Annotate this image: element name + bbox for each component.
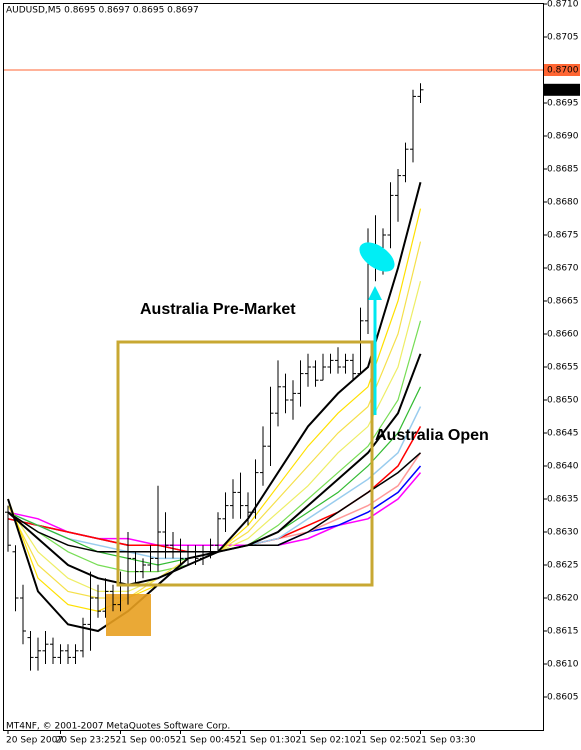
x-tick-label: 21 Sep 02:10 xyxy=(296,736,356,746)
y-tick-label: 0.8620 xyxy=(547,594,579,604)
price-label: 0.8697 xyxy=(547,85,579,95)
level-label-box xyxy=(544,64,580,76)
pre-market-box xyxy=(116,340,374,587)
x-tick-label: 20 Sep 2007 xyxy=(6,736,63,746)
y-tick-label: 0.8670 xyxy=(547,264,579,274)
y-tick-label: 0.8660 xyxy=(547,330,579,340)
y-tick-label: 0.8605 xyxy=(547,693,579,703)
y-tick-label: 0.8635 xyxy=(547,495,579,505)
x-tick-label: 21 Sep 01:30 xyxy=(236,736,296,746)
x-tick-label: 21 Sep 00:05 xyxy=(116,736,176,746)
y-tick-label: 0.8630 xyxy=(547,528,579,538)
y-tick-label: 0.8610 xyxy=(547,660,579,670)
y-tick-label: 0.8625 xyxy=(547,561,579,571)
x-tick-label: 20 Sep 23:25 xyxy=(56,736,116,746)
y-tick-label: 0.8675 xyxy=(547,231,579,241)
y-tick-label: 0.8640 xyxy=(547,462,579,472)
cyan-arrow-head xyxy=(368,286,382,300)
footer: MT4NF, © 2001-2007 MetaQuotes Software C… xyxy=(6,722,230,732)
y-tick-label: 0.8705 xyxy=(547,33,579,43)
cyan-ellipse xyxy=(359,242,395,272)
price-axis: 0.8710 0.8705 0.8695 0.8690 0.8685 0.8680 0.86… xyxy=(6,0,580,746)
x-tick-label: 21 Sep 02:50 xyxy=(356,736,416,746)
y-tick-label: 0.8690 xyxy=(547,132,579,142)
x-tick-label: 21 Sep 03:30 xyxy=(416,736,476,746)
y-tick-label: 0.8645 xyxy=(547,429,579,439)
y-tick-label: 0.8615 xyxy=(547,627,579,637)
level-label: 0.8700 xyxy=(547,66,579,76)
bar-layer xyxy=(5,83,424,671)
y-tick-label: 0.8695 xyxy=(547,99,579,109)
annotation: Australia Pre-Market xyxy=(140,301,296,318)
y-tick-label: 0.8665 xyxy=(547,297,579,307)
y-tick-label: 0.8680 xyxy=(547,198,579,208)
annotation: Australia Open xyxy=(375,427,489,444)
y-tick-label: 0.8710 xyxy=(547,0,579,10)
price-label-box xyxy=(544,83,580,96)
y-tick-label: 0.8655 xyxy=(547,363,579,373)
x-tick-label: 21 Sep 00:45 xyxy=(176,736,236,746)
chart-title: AUDUSD,M5 0.8695 0.8697 0.8695 0.8697 xyxy=(6,6,199,16)
y-tick-label: 0.8685 xyxy=(547,165,579,175)
y-tick-label: 0.8650 xyxy=(547,396,579,406)
